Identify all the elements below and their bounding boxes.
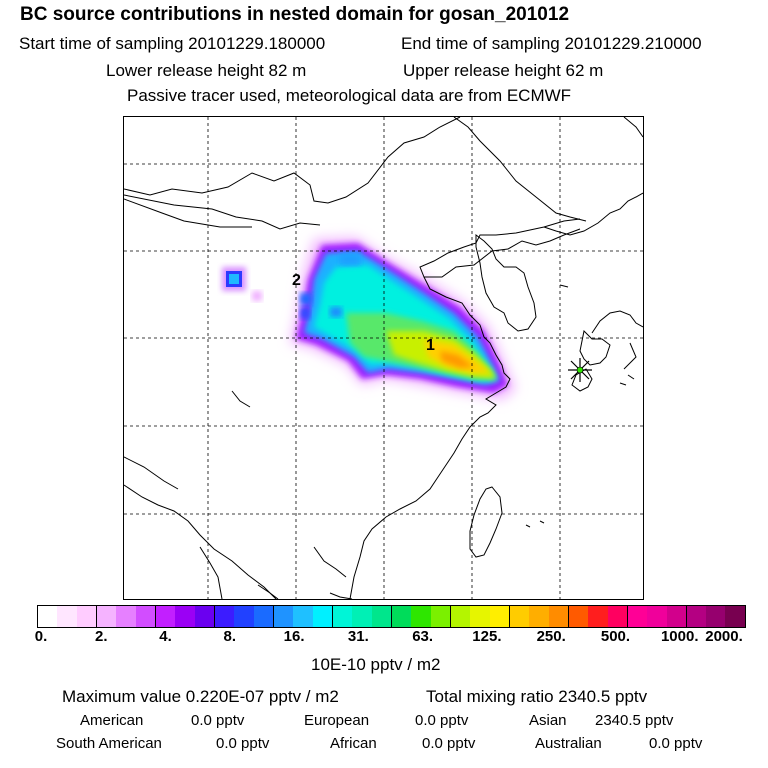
colorbar-cell bbox=[331, 606, 353, 627]
start-time-label: Start time of sampling 20101229.180000 bbox=[19, 34, 326, 53]
colorbar-cell bbox=[666, 606, 686, 627]
colorbar-ticks: 0. 2. 4. 8. 16. 31. 63. 125. 250. 500. 1000. 2000. bbox=[0, 628, 768, 650]
region-value: 0.0 pptv bbox=[216, 735, 270, 752]
colorbar-cell bbox=[411, 606, 431, 627]
colorbar-cell bbox=[116, 606, 136, 627]
colorbar-cell bbox=[529, 606, 549, 627]
colorbar-tick-label: 16. bbox=[283, 628, 305, 645]
tracer-note: Passive tracer used, meteorological data… bbox=[127, 86, 572, 105]
colorbar-tick-label: 125. bbox=[472, 628, 502, 645]
region-name: South American bbox=[56, 735, 162, 752]
colorbar-cell bbox=[194, 606, 214, 627]
colorbar-cell bbox=[352, 606, 372, 627]
region-name: Asian bbox=[529, 712, 567, 729]
colorbar-cell bbox=[508, 606, 530, 627]
colorbar-cell bbox=[371, 606, 391, 627]
colorbar-tick-label: 2000. bbox=[705, 628, 743, 645]
colorbar-cell bbox=[272, 606, 294, 627]
max-value-label: Maximum value 0.220E-07 pptv / m2 bbox=[62, 687, 339, 706]
colorbar-cell bbox=[725, 606, 745, 627]
colorbar-tick-label: 31. bbox=[347, 628, 369, 645]
map-panel: 1 2 bbox=[123, 116, 644, 600]
region-value: 0.0 pptv bbox=[191, 712, 245, 729]
region-name: European bbox=[304, 712, 370, 729]
colorbar-unit: 10E-10 pptv / m2 bbox=[311, 655, 441, 674]
upper-release-label: Upper release height 62 m bbox=[403, 61, 604, 80]
colorbar-cell bbox=[548, 606, 568, 627]
colorbar-cell bbox=[567, 606, 589, 627]
region-value: 2340.5 pptv bbox=[595, 712, 674, 729]
colorbar-cell bbox=[57, 606, 77, 627]
lower-release-label: Lower release height 82 m bbox=[106, 61, 307, 80]
colorbar-cell bbox=[213, 606, 235, 627]
colorbar bbox=[37, 605, 746, 628]
colorbar-cell bbox=[685, 606, 707, 627]
colorbar-cell bbox=[135, 606, 155, 627]
colorbar-tick-label: 500. bbox=[600, 628, 631, 645]
colorbar-cell bbox=[489, 606, 509, 627]
marker-label-1: 1 bbox=[426, 337, 435, 354]
colorbar-cell bbox=[588, 606, 608, 627]
colorbar-cell bbox=[430, 606, 450, 627]
colorbar-cell bbox=[175, 606, 195, 627]
colorbar-tick-label: 1000. bbox=[660, 628, 699, 645]
colorbar-cell bbox=[293, 606, 313, 627]
colorbar-tick-label: 8. bbox=[223, 628, 237, 645]
colorbar-cell bbox=[449, 606, 471, 627]
colorbar-tick-label: 250. bbox=[536, 628, 566, 645]
concentration-plume bbox=[222, 237, 516, 400]
colorbar-cell bbox=[647, 606, 667, 627]
colorbar-tick-label: 63. bbox=[412, 628, 434, 645]
colorbar-cell bbox=[38, 606, 58, 627]
region-value: 0.0 pptv bbox=[422, 735, 476, 752]
colorbar-cell bbox=[253, 606, 273, 627]
total-mixing-label: Total mixing ratio 2340.5 pptv bbox=[426, 687, 648, 706]
end-time-label: End time of sampling 20101229.210000 bbox=[401, 34, 702, 53]
region-name: Australian bbox=[535, 735, 602, 752]
colorbar-cell bbox=[706, 606, 726, 627]
receptor-star-icon bbox=[568, 358, 592, 382]
colorbar-tick-label: 4. bbox=[159, 628, 172, 645]
colorbar-cell bbox=[626, 606, 648, 627]
marker-label-2: 2 bbox=[292, 272, 301, 289]
colorbar-cell bbox=[470, 606, 490, 627]
map-canvas: 1 2 bbox=[124, 117, 643, 599]
colorbar-cell bbox=[95, 606, 117, 627]
colorbar-cell bbox=[390, 606, 412, 627]
region-value: 0.0 pptv bbox=[415, 712, 469, 729]
colorbar-cell bbox=[76, 606, 96, 627]
colorbar-cell bbox=[607, 606, 627, 627]
colorbar-cell bbox=[312, 606, 332, 627]
region-value: 0.0 pptv bbox=[649, 735, 703, 752]
colorbar-tick-label: 2. bbox=[95, 628, 108, 645]
lat-lon-grid bbox=[124, 117, 643, 599]
colorbar-cell bbox=[234, 606, 254, 627]
region-name: American bbox=[80, 712, 144, 729]
colorbar-tick-label: 0. bbox=[34, 628, 48, 645]
region-name: African bbox=[330, 735, 377, 752]
colorbar-cell bbox=[154, 606, 176, 627]
figure-title: BC source contributions in nested domain… bbox=[20, 4, 570, 25]
